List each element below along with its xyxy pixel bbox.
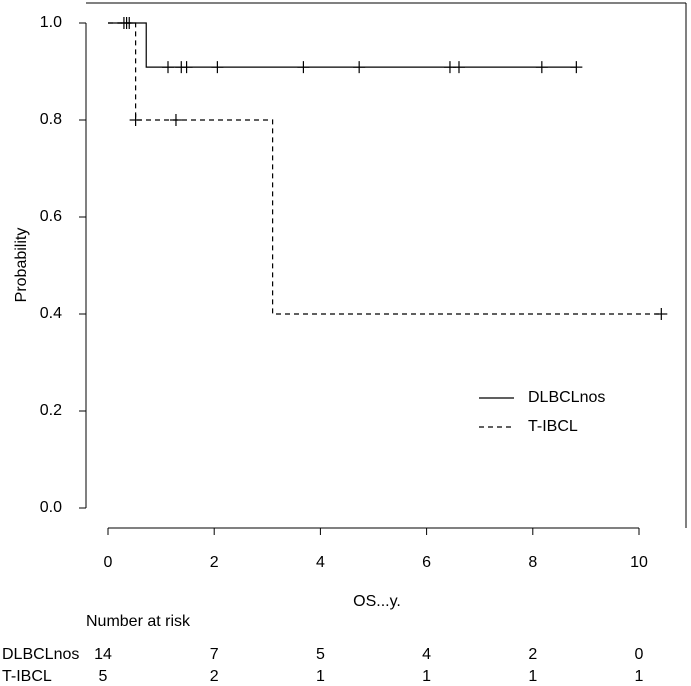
- risk-count: 5: [99, 668, 108, 685]
- x-tick-label: 10: [630, 554, 648, 571]
- survival-curves: [108, 17, 668, 320]
- risk-count: 4: [422, 646, 431, 663]
- risk-count: 7: [210, 646, 219, 663]
- risk-count: 14: [94, 646, 112, 663]
- legend-label-1: T-IBCL: [528, 418, 578, 435]
- risk-table-title: Number at risk: [86, 613, 191, 630]
- x-tick-label: 6: [422, 554, 431, 571]
- axes: 0.0 0.2 0.4 0.6 0.8 1.0 0 2 4 6 8 10 OS...y. Probabil…: [13, 2, 687, 610]
- risk-count: 1: [635, 668, 644, 685]
- risk-count: 0: [635, 646, 644, 663]
- legend: DLBCLnos T-IBCL: [479, 389, 605, 435]
- x-tick-label: 8: [528, 554, 537, 571]
- risk-row-label: DLBCLnos: [2, 646, 79, 663]
- y-tick-label: 0.0: [40, 499, 62, 516]
- risk-count: 5: [316, 646, 325, 663]
- risk-count: 1: [422, 668, 431, 685]
- x-tick-label: 0: [104, 554, 113, 571]
- x-axis-title: OS...y.: [353, 593, 401, 610]
- y-tick-label: 0.8: [40, 111, 62, 128]
- y-tick-label: 0.6: [40, 208, 62, 225]
- y-tick-label: 0.4: [40, 305, 62, 322]
- risk-count: 1: [316, 668, 325, 685]
- y-axis-title: Probability: [13, 228, 30, 303]
- risk-count: 2: [528, 646, 537, 663]
- risk-count: 2: [210, 668, 219, 685]
- risk-table: Number at risk DLBCLnos 14 7 5 4 2 0 T-IBCL 5 2 1 1 1…: [2, 613, 644, 685]
- x-tick-label: 4: [316, 554, 325, 571]
- y-tick-label: 1.0: [40, 14, 62, 31]
- series-0: [108, 17, 583, 74]
- y-tick-label: 0.2: [40, 402, 62, 419]
- legend-label-0: DLBCLnos: [528, 389, 605, 406]
- series-line: [108, 22, 577, 68]
- x-tick-label: 2: [210, 554, 219, 571]
- risk-row-label: T-IBCL: [2, 668, 52, 685]
- series-1: [108, 22, 668, 320]
- series-line: [108, 22, 662, 315]
- risk-count: 1: [528, 668, 537, 685]
